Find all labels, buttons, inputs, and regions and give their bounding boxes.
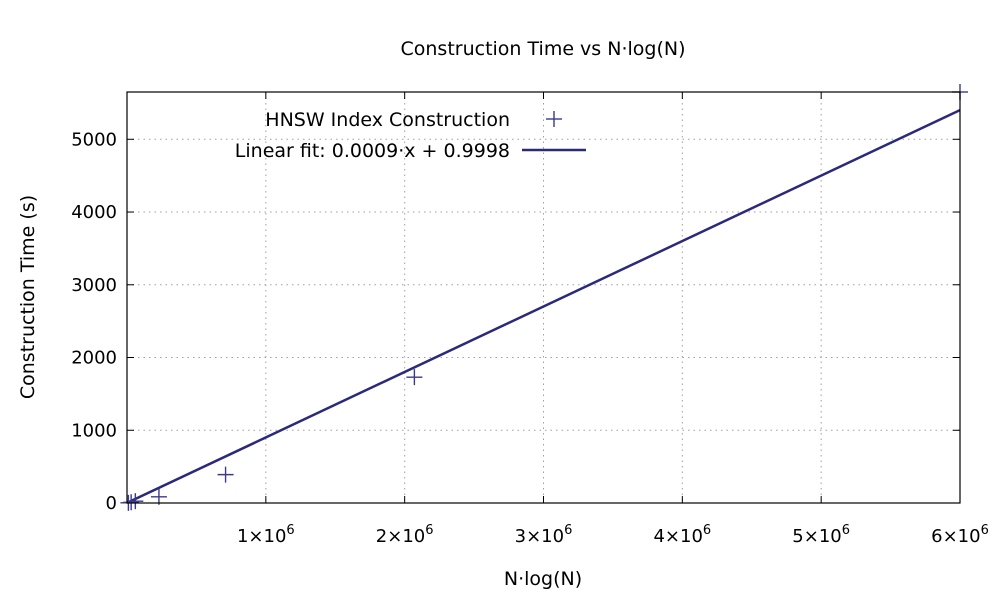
x-tick-exponent: 6	[286, 523, 294, 538]
y-tick-label: 2000	[71, 348, 117, 369]
data-point	[127, 493, 144, 510]
fit-line	[126, 108, 961, 505]
y-tick-label: 5000	[71, 129, 117, 150]
plot-content	[120, 84, 968, 511]
data-point	[123, 494, 140, 511]
legend-label-fit: Linear fit: 0.0009·x + 0.9998	[235, 140, 510, 162]
x-tick-mantissa: 4×10	[653, 526, 702, 547]
data-point	[406, 369, 423, 386]
x-tick-mantissa: 6×10	[931, 526, 980, 547]
y-tick-label: 1000	[71, 420, 117, 441]
x-tick-label: 2×106	[376, 523, 434, 547]
x-tick-label: 1×106	[237, 523, 295, 547]
x-tick-label: 5×106	[792, 523, 850, 547]
x-tick-mantissa: 1×10	[237, 526, 286, 547]
x-tick-label: 6×106	[931, 523, 989, 547]
data-point	[217, 466, 234, 483]
data-point	[150, 488, 167, 505]
legend-label-points: HNSW Index Construction	[265, 109, 510, 131]
x-tick-mantissa: 2×10	[376, 526, 425, 547]
y-tick-label: 4000	[71, 202, 117, 223]
x-tick-label: 3×106	[515, 523, 573, 547]
y-tick-label: 3000	[71, 275, 117, 296]
legend: HNSW Index Construction Linear fit: 0.000…	[235, 109, 586, 162]
x-tick-exponent: 6	[842, 523, 850, 538]
x-tick-mantissa: 5×10	[792, 526, 841, 547]
grid	[127, 92, 960, 503]
x-tick-exponent: 6	[703, 523, 711, 538]
chart-title: Construction Time vs N·log(N)	[401, 38, 686, 60]
x-tick-exponent: 6	[981, 523, 989, 538]
y-tick-label: 0	[106, 493, 117, 514]
x-tick-label: 4×106	[653, 523, 711, 547]
x-axis-title: N·log(N)	[504, 568, 582, 590]
x-tick-exponent: 6	[425, 523, 433, 538]
legend-marker-points	[546, 111, 562, 127]
x-tick-mantissa: 3×10	[515, 526, 564, 547]
x-tick-exponent: 6	[564, 523, 572, 538]
y-axis-title: Construction Time (s)	[17, 195, 39, 399]
